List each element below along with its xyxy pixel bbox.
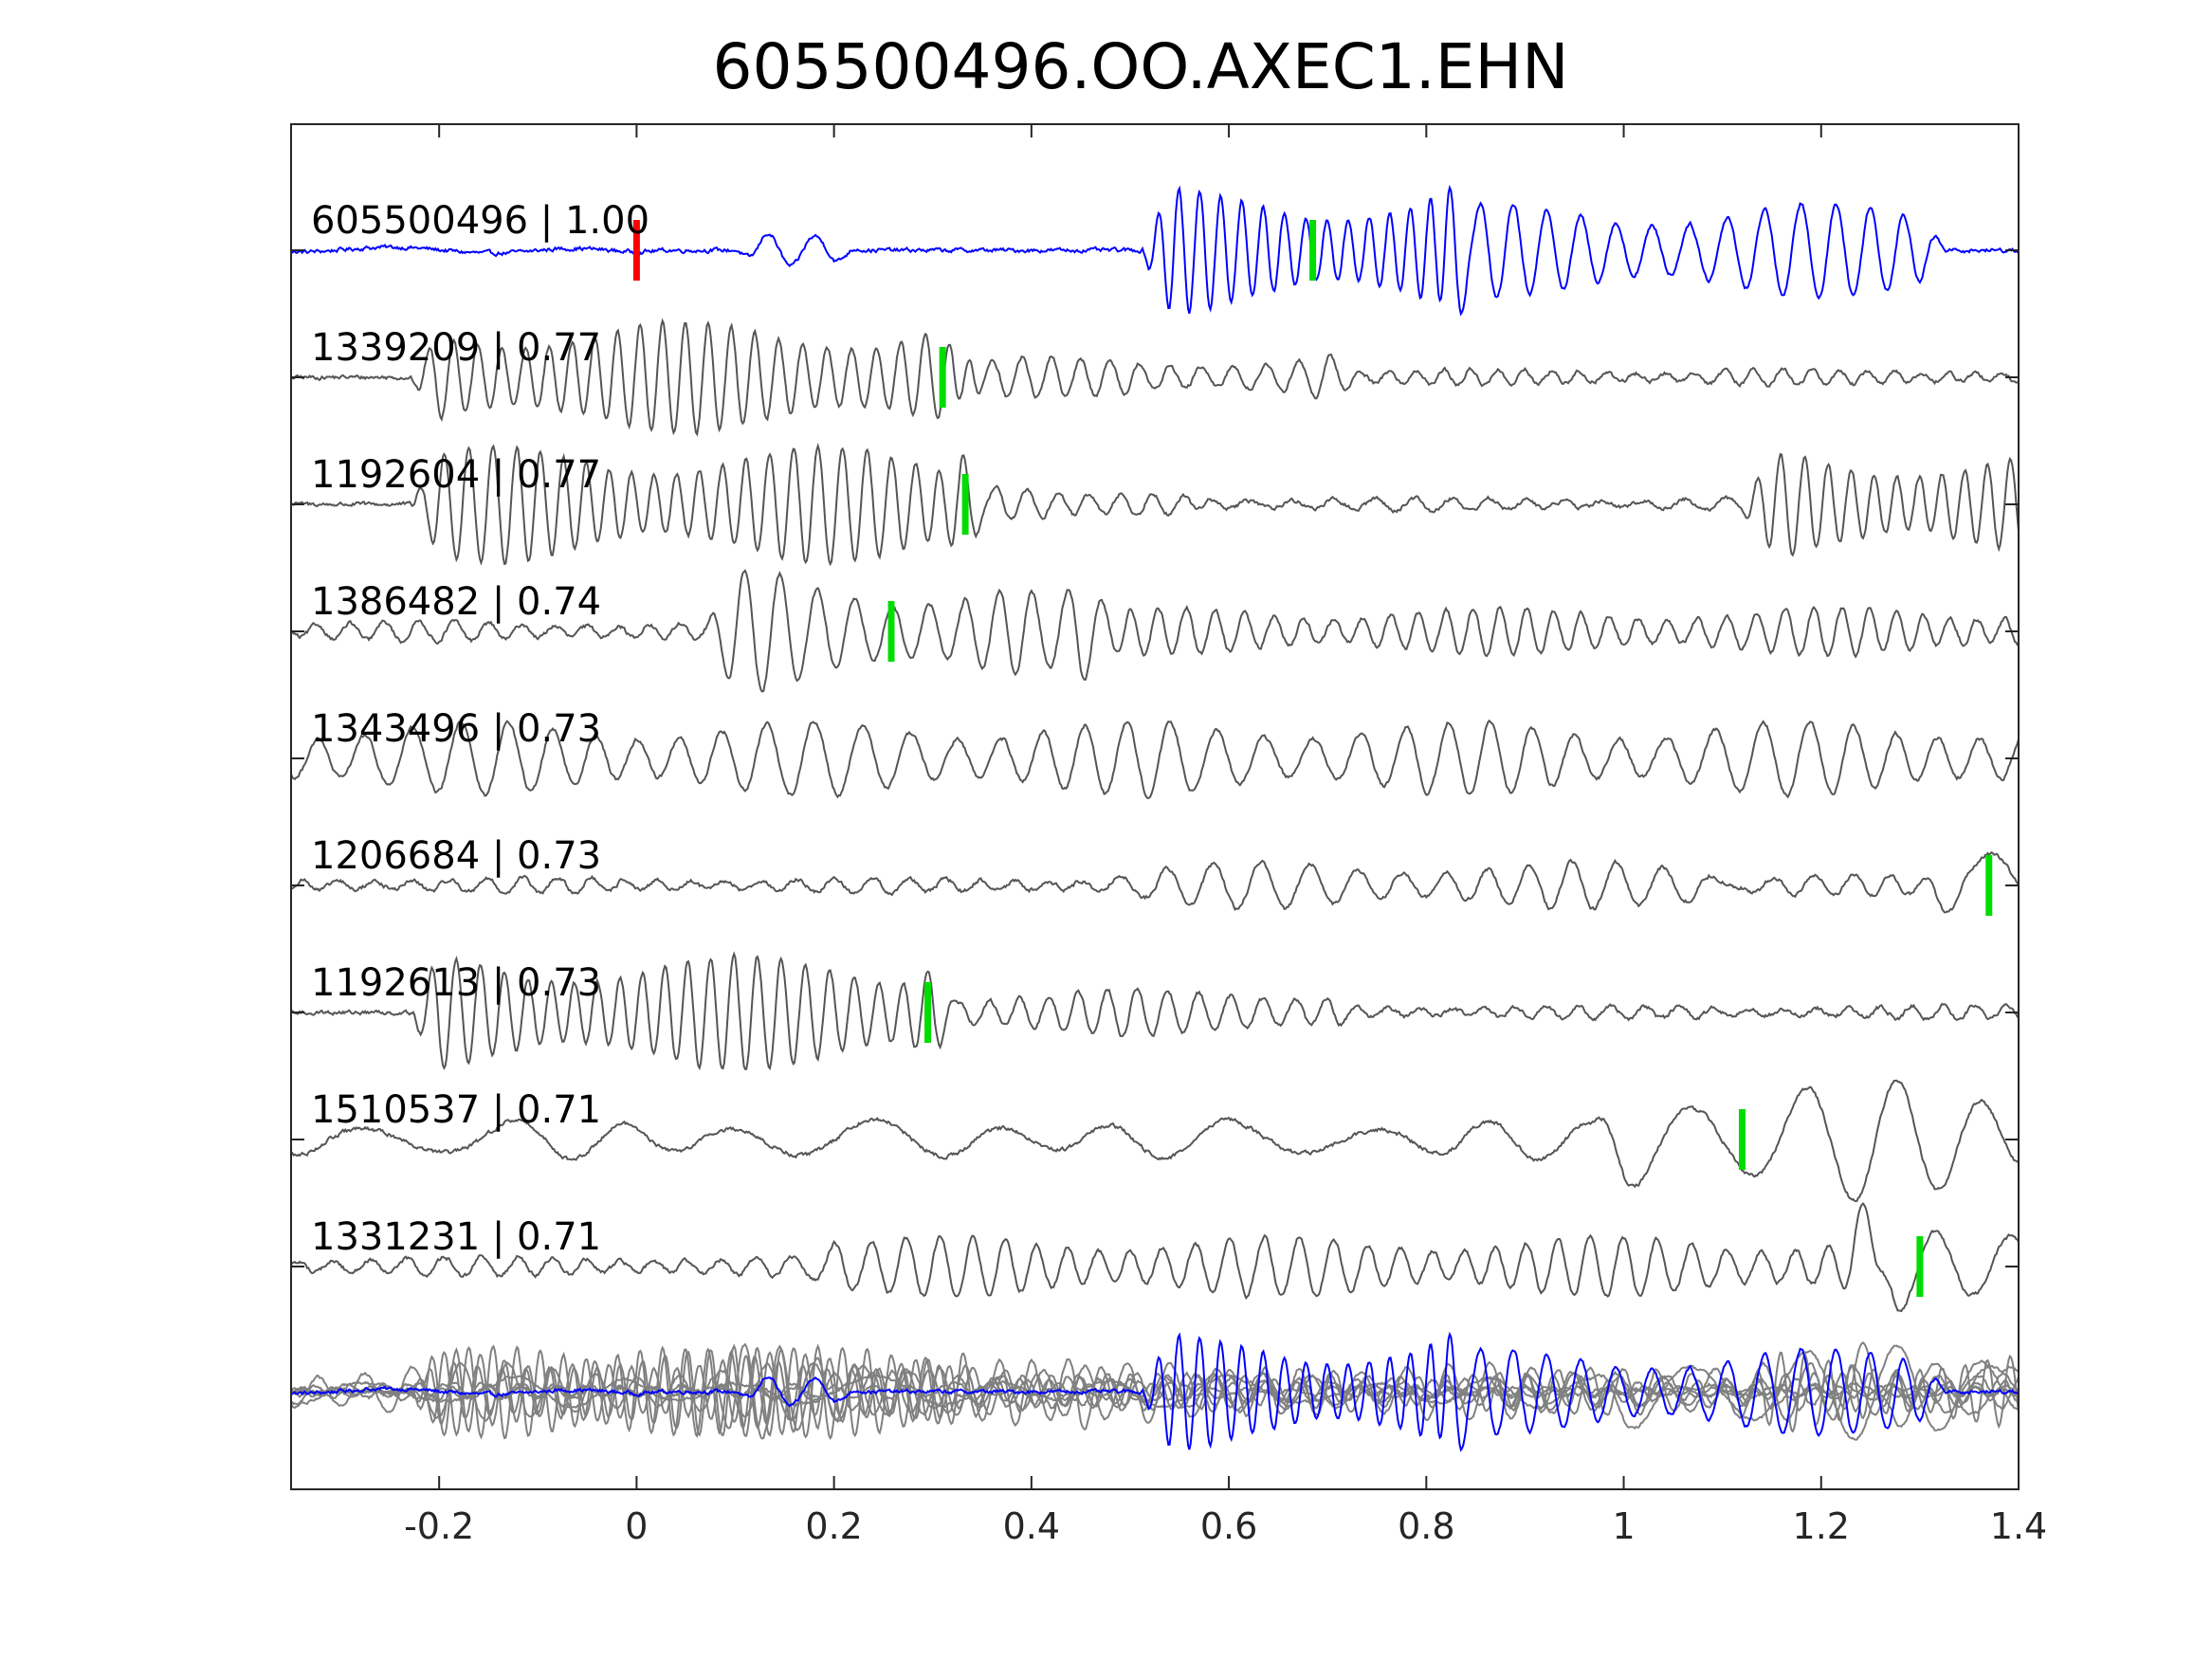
stack-template-line xyxy=(291,1331,2019,1452)
trace-line xyxy=(291,569,2019,693)
stack-trace-line xyxy=(291,1344,2019,1441)
trace-label: 605500496 | 1.00 xyxy=(311,199,649,243)
trace-9 xyxy=(291,1202,2019,1313)
x-tick-label: 0 xyxy=(625,1505,648,1547)
x-tick-label: 0.6 xyxy=(1200,1505,1257,1547)
trace-label: 1206684 | 0.73 xyxy=(311,834,601,878)
stack-overlay xyxy=(291,1331,2019,1452)
trace-1 xyxy=(291,184,2019,317)
x-tick-label: 1.4 xyxy=(1990,1505,2047,1547)
x-tick-label: 1.2 xyxy=(1793,1505,1850,1547)
trace-line xyxy=(291,318,2019,437)
trace-3 xyxy=(291,443,2019,567)
trace-label: 1510537 | 0.71 xyxy=(311,1088,601,1132)
trace-line xyxy=(291,184,2019,317)
plot-frame xyxy=(290,123,2020,1490)
trace-label: 1386482 | 0.74 xyxy=(311,580,601,624)
trace-line xyxy=(291,443,2019,567)
trace-label: 1192604 | 0.77 xyxy=(311,453,601,497)
trace-line xyxy=(291,1202,2019,1313)
x-tick-label: 0.8 xyxy=(1398,1505,1454,1547)
trace-6 xyxy=(291,850,2019,916)
x-tick-label: 0.4 xyxy=(1003,1505,1060,1547)
trace-line xyxy=(291,951,2019,1071)
trace-line xyxy=(291,719,2019,799)
axes-layer: -0.2 0 0.2 0.4 0.6 0.8 1 1.2 1.4 xyxy=(290,123,2047,1547)
trace-label: 1192613 | 0.73 xyxy=(311,961,601,1005)
x-tick-label: -0.2 xyxy=(404,1505,474,1547)
x-tick-label: 0.2 xyxy=(805,1505,862,1547)
trace-2 xyxy=(291,318,2019,437)
trace-label: 1339209 | 0.77 xyxy=(311,326,601,370)
trace-8 xyxy=(291,1079,2019,1203)
trace-line xyxy=(291,850,2019,914)
trace-7 xyxy=(291,951,2019,1071)
stack-trace-line xyxy=(291,1364,2019,1414)
trace-label: 1331231 | 0.71 xyxy=(311,1215,601,1259)
trace-label: 1343496 | 0.73 xyxy=(311,707,601,751)
trace-4 xyxy=(291,569,2019,693)
stack-trace-line xyxy=(291,1341,2019,1428)
trace-layer xyxy=(291,184,2019,1452)
x-tick-label: 1 xyxy=(1612,1505,1635,1547)
chart-title: 605500496.OO.AXEC1.EHN xyxy=(713,30,1569,103)
stack-trace-line xyxy=(291,1343,2019,1437)
trace-line xyxy=(291,1079,2019,1203)
trace-label-layer: 605500496 | 1.00 1339209 | 0.77 1192604 | … xyxy=(311,199,649,1259)
trace-5 xyxy=(291,719,2019,799)
